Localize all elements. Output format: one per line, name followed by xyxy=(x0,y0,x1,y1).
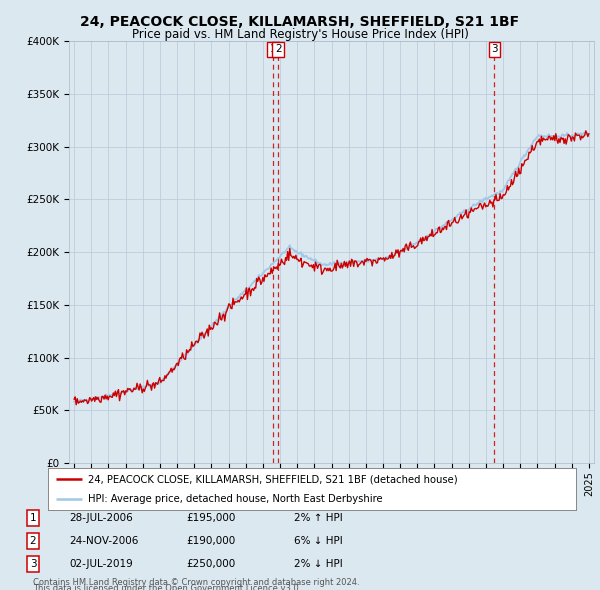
Text: 6% ↓ HPI: 6% ↓ HPI xyxy=(294,536,343,546)
Text: 1: 1 xyxy=(269,44,276,54)
Text: HPI: Average price, detached house, North East Derbyshire: HPI: Average price, detached house, Nort… xyxy=(88,494,382,504)
Text: 24, PEACOCK CLOSE, KILLAMARSH, SHEFFIELD, S21 1BF (detached house): 24, PEACOCK CLOSE, KILLAMARSH, SHEFFIELD… xyxy=(88,474,457,484)
Text: 3: 3 xyxy=(29,559,37,569)
Text: 2% ↑ HPI: 2% ↑ HPI xyxy=(294,513,343,523)
Text: Price paid vs. HM Land Registry's House Price Index (HPI): Price paid vs. HM Land Registry's House … xyxy=(131,28,469,41)
Text: 24, PEACOCK CLOSE, KILLAMARSH, SHEFFIELD, S21 1BF: 24, PEACOCK CLOSE, KILLAMARSH, SHEFFIELD… xyxy=(80,15,520,30)
Text: £195,000: £195,000 xyxy=(186,513,235,523)
Text: This data is licensed under the Open Government Licence v3.0.: This data is licensed under the Open Gov… xyxy=(33,584,301,590)
Text: Contains HM Land Registry data © Crown copyright and database right 2024.: Contains HM Land Registry data © Crown c… xyxy=(33,578,359,587)
Text: 3: 3 xyxy=(491,44,498,54)
Text: 1: 1 xyxy=(29,513,37,523)
Text: 02-JUL-2019: 02-JUL-2019 xyxy=(69,559,133,569)
Text: 2: 2 xyxy=(275,44,281,54)
Text: £190,000: £190,000 xyxy=(186,536,235,546)
Text: 24-NOV-2006: 24-NOV-2006 xyxy=(69,536,139,546)
Text: 2: 2 xyxy=(29,536,37,546)
Text: 28-JUL-2006: 28-JUL-2006 xyxy=(69,513,133,523)
Text: £250,000: £250,000 xyxy=(186,559,235,569)
Text: 2% ↓ HPI: 2% ↓ HPI xyxy=(294,559,343,569)
